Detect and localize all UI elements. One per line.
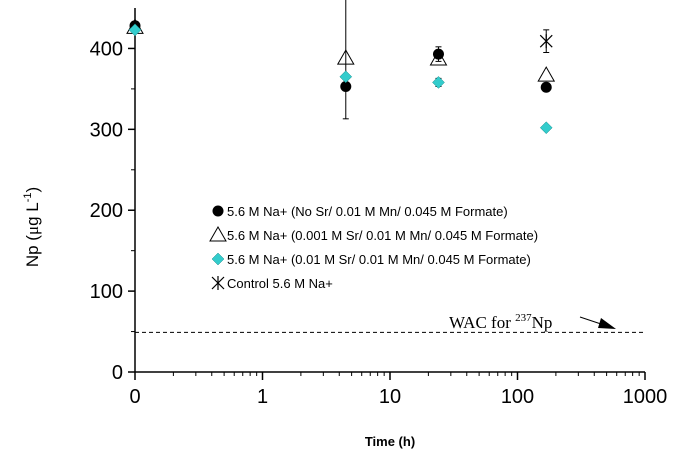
reference-arrow-head [598, 318, 616, 329]
legend-marker [209, 225, 227, 242]
data-point [539, 34, 553, 49]
y-axis-label: Np (μg L-1) [22, 187, 42, 267]
legend-label: 5.6 M Na+ (0.001 M Sr/ 0.01 M Mn/ 0.045 … [227, 228, 538, 243]
series-2 [126, 0, 556, 120]
legend-marker [211, 252, 225, 266]
series-4 [539, 29, 553, 53]
data-point [432, 76, 445, 89]
data-point [128, 23, 142, 37]
data-point [429, 49, 448, 66]
legend-label: 5.6 M Na+ (0.01 M Sr/ 0.01 M Mn/ 0.045 M… [227, 252, 531, 267]
legend-marker [211, 276, 225, 290]
reference-line-group [135, 316, 645, 333]
y-tick-label: 100 [90, 281, 123, 303]
y-axis-label-sup: -1 [22, 193, 34, 203]
reference-line-label: WAC for 237Np [449, 312, 552, 332]
y-axis-label-mu: μ [23, 226, 42, 235]
reference-line-label-prefix: WAC for [449, 313, 515, 332]
x-axis-label: Time (h) [365, 434, 415, 449]
legend-label: 5.6 M Na+ (No Sr/ 0.01 M Mn/ 0.045 M For… [227, 204, 508, 219]
reference-line-label-suffix: Np [532, 313, 553, 332]
reference-line-label-sup: 237 [515, 312, 532, 324]
axes: 0 100 200 300 400 0 1 10 100 1000 [90, 8, 668, 408]
y-tick-label: 400 [90, 38, 123, 60]
data-point [336, 49, 355, 65]
x-tick-label: 0 [129, 386, 140, 408]
y-tick-label: 0 [112, 362, 123, 384]
data-point [539, 121, 553, 135]
x-tick-label: 100 [501, 386, 534, 408]
y-axis-label-rest: g L [23, 202, 42, 226]
data-marks [126, 0, 556, 135]
legend-label: Control 5.6 M Na+ [227, 276, 333, 291]
series-3 [128, 23, 553, 135]
legend: 5.6 M Na+ (No Sr/ 0.01 M Mn/ 0.045 M For… [209, 204, 538, 291]
x-tick-label: 10 [379, 386, 401, 408]
y-axis-label-main: Np ( [23, 235, 42, 267]
series-1 [129, 20, 552, 93]
y-tick-label: 200 [90, 200, 123, 222]
y-tick-label: 300 [90, 119, 123, 141]
y-axis-label-close: ) [23, 187, 42, 193]
data-point [339, 70, 353, 84]
legend-marker [212, 205, 224, 217]
x-tick-label: 1000 [623, 386, 668, 408]
data-point [537, 66, 556, 82]
data-point [432, 48, 444, 60]
data-point [540, 81, 552, 93]
x-tick-label: 1 [257, 386, 268, 408]
